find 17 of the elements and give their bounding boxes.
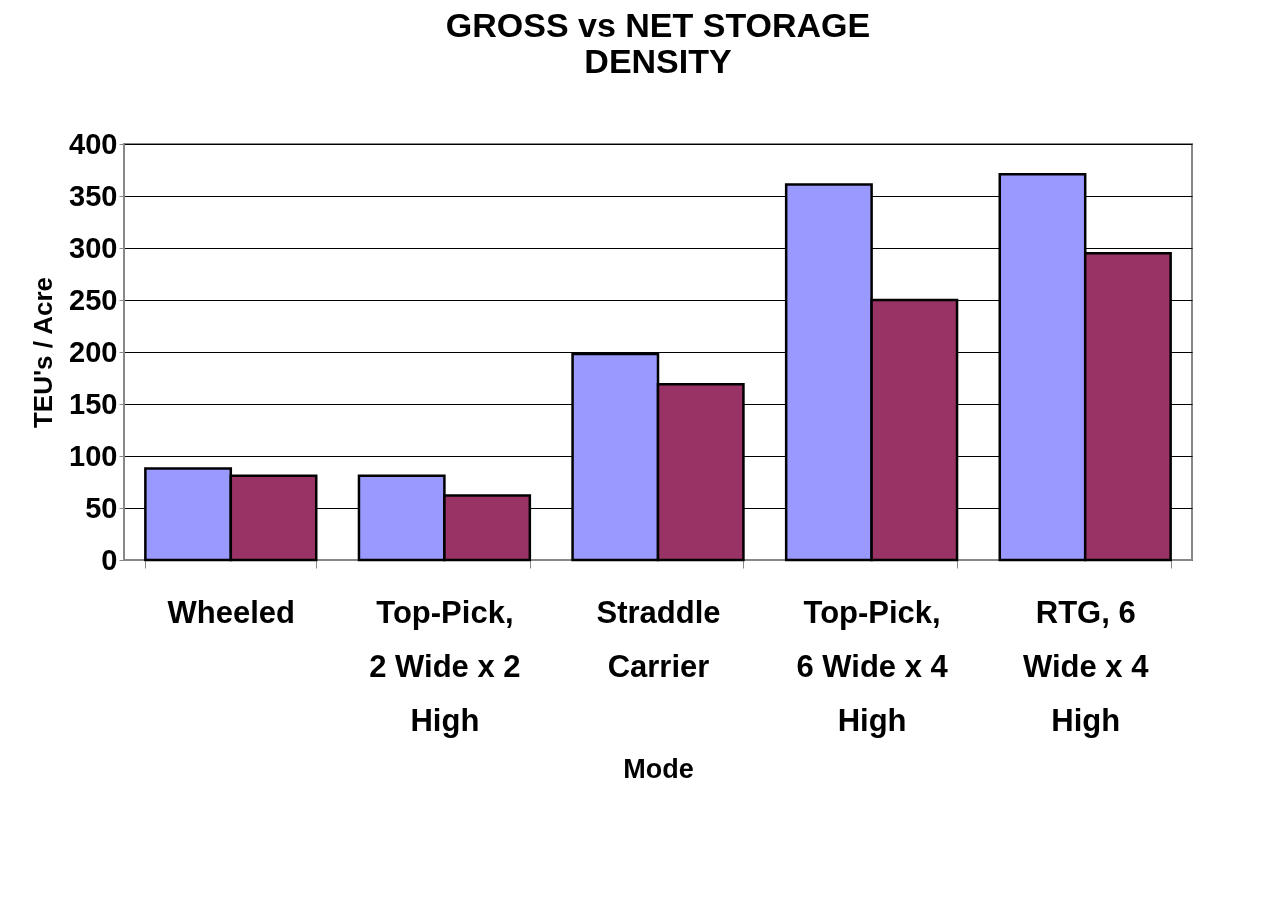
y-tick-label: 150: [69, 387, 118, 420]
y-tick-label: 400: [69, 127, 118, 160]
y-tick-label: 100: [69, 439, 118, 472]
y-tick-label: 200: [69, 335, 118, 368]
y-tick-label: 50: [85, 491, 118, 524]
y-tick-label: 350: [69, 179, 118, 212]
x-tick-label: Top-Pick, 2 Wide x 2 High: [369, 594, 521, 738]
x-tick-label: Top-Pick, 6 Wide x 4 High: [796, 594, 949, 738]
x-axis-title: Mode: [623, 753, 694, 784]
y-tick-label: 300: [69, 231, 118, 264]
x-tick-label: RTG, 6 Wide x 4 High: [1022, 594, 1150, 738]
x-tick-label: Straddle Carrier: [596, 594, 721, 684]
x-tick-label: Wheeled: [167, 594, 296, 630]
y-tick-label: 250: [69, 283, 118, 316]
y-tick-label: 0: [101, 543, 118, 576]
chart-title: GROSS vs NET STORAGE DENSITY: [445, 6, 871, 80]
y-axis-title: TEU's / Acre: [28, 276, 59, 429]
